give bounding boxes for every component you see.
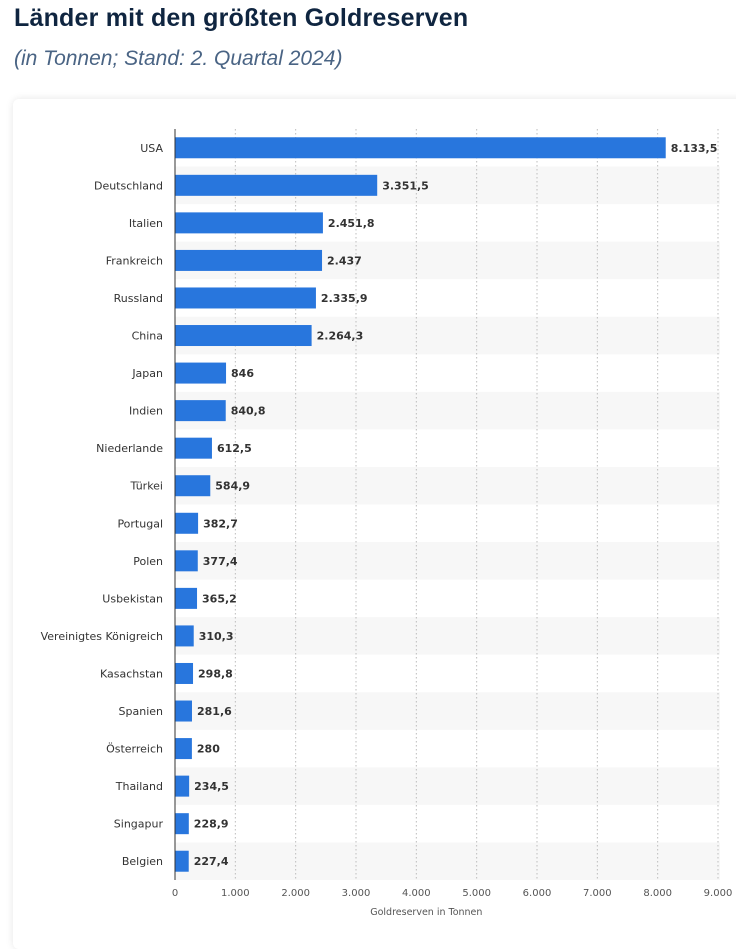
value-label: 365,2 (202, 592, 237, 605)
value-label: 280 (197, 743, 220, 756)
value-label: 227,4 (194, 855, 229, 868)
category-labels: USA Deutschland Italien Frankreich Russland C… (41, 142, 164, 868)
category-label: Russland (114, 292, 163, 305)
bar[interactable] (175, 662, 194, 684)
category-label: Deutschland (94, 179, 163, 192)
category-label: Polen (133, 555, 163, 568)
category-label: Kasachstan (100, 667, 163, 680)
category-label: China (132, 330, 163, 343)
x-tick-label: 5.000 (462, 888, 491, 899)
bar[interactable] (175, 249, 323, 271)
bar[interactable] (175, 325, 312, 347)
row-band (175, 542, 720, 580)
category-label: Portugal (117, 517, 163, 530)
x-tick-label: 2.000 (281, 888, 310, 899)
row-band (175, 617, 720, 655)
bar[interactable] (175, 137, 666, 159)
value-label: 3.351,5 (382, 179, 429, 192)
value-label: 2.335,9 (321, 292, 368, 305)
bar-chart: USA Deutschland Italien Frankreich Russland C… (41, 129, 733, 918)
bar[interactable] (175, 362, 227, 384)
bar[interactable] (175, 700, 192, 722)
value-label: 310,3 (199, 630, 234, 643)
page-title: Länder mit den größten Goldreserven (14, 4, 469, 32)
x-tick-label: 4.000 (402, 888, 431, 899)
value-labels: 8.133,5 3.351,5 2.451,8 2.437 2.335,9 2.264,3… (194, 142, 718, 868)
bar[interactable] (175, 625, 194, 647)
value-label: 840,8 (231, 405, 266, 418)
x-tick-labels: 0 1.000 2.000 3.000 4.000 5.000 6.000 7.000 8.00… (172, 888, 733, 899)
category-label: Österreich (106, 743, 163, 756)
bar[interactable] (175, 738, 192, 760)
bar[interactable] (175, 287, 316, 309)
value-label: 281,6 (197, 705, 232, 718)
value-label: 2.264,3 (317, 330, 364, 343)
category-label: Thailand (115, 780, 163, 793)
value-label: 228,9 (194, 818, 229, 831)
category-label: Italien (129, 217, 163, 230)
row-band (175, 692, 720, 730)
value-label: 8.133,5 (671, 142, 718, 155)
category-label: Vereinigtes Königreich (41, 630, 163, 643)
bar[interactable] (175, 813, 189, 835)
page-subtitle: (in Tonnen; Stand: 2. Quartal 2024) (14, 47, 343, 70)
value-label: 612,5 (217, 442, 252, 455)
bar[interactable] (175, 400, 226, 422)
value-label: 846 (231, 367, 254, 380)
value-label: 2.437 (327, 254, 362, 267)
value-label: 377,4 (203, 555, 238, 568)
bar[interactable] (175, 174, 378, 196)
value-label: 2.451,8 (328, 217, 375, 230)
row-band (175, 466, 720, 505)
x-tick-label: 8.000 (643, 888, 672, 899)
bars (175, 137, 666, 872)
value-label: 382,7 (203, 517, 238, 530)
row-band (175, 767, 720, 805)
x-axis-title: Goldreserven in Tonnen (370, 907, 482, 918)
category-label: USA (140, 142, 163, 155)
value-label: 298,8 (198, 667, 233, 680)
value-label: 584,9 (215, 480, 250, 493)
x-tick-label: 6.000 (523, 888, 552, 899)
bar[interactable] (175, 850, 189, 872)
category-label: Türkei (129, 480, 163, 493)
bar[interactable] (175, 437, 212, 459)
x-tick-label: 1.000 (221, 888, 250, 899)
category-label: Niederlande (96, 442, 163, 455)
category-label: Usbekistan (102, 592, 163, 605)
x-tick-label: 7.000 (583, 888, 612, 899)
x-tick-label: 9.000 (704, 888, 733, 899)
bar[interactable] (175, 512, 199, 534)
category-label: Japan (131, 367, 163, 380)
category-label: Spanien (119, 705, 164, 718)
x-tick-label: 0 (172, 888, 178, 899)
bar[interactable] (175, 587, 198, 609)
x-tick-label: 3.000 (342, 888, 371, 899)
category-label: Frankreich (106, 254, 163, 267)
category-label: Singapur (114, 818, 164, 831)
bar[interactable] (175, 212, 323, 234)
row-band (175, 842, 720, 880)
bar[interactable] (175, 775, 190, 797)
bar[interactable] (175, 475, 211, 497)
bar[interactable] (175, 550, 198, 572)
row-bands (175, 166, 720, 880)
row-band (175, 391, 720, 430)
category-label: Indien (129, 405, 163, 418)
value-label: 234,5 (194, 780, 229, 793)
chart-card: USA Deutschland Italien Frankreich Russland C… (13, 99, 736, 949)
category-label: Belgien (122, 855, 163, 868)
